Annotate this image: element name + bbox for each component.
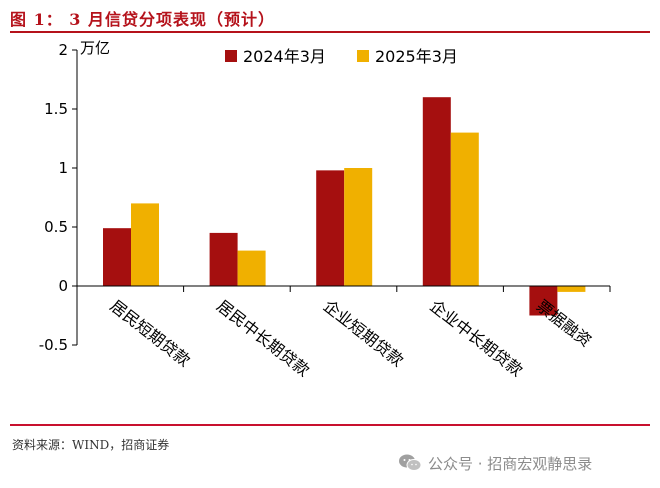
- watermark-text: 公众号 · 招商宏观静思录: [428, 454, 593, 473]
- legend-swatch-2: [357, 50, 369, 62]
- y-tick-label: -0.5: [39, 336, 68, 354]
- legend: 2024年3月 2025年3月: [225, 47, 458, 66]
- title-rule: [10, 31, 650, 33]
- x-tick-label: 居民短期贷款: [107, 296, 194, 370]
- bar-2024-2: [209, 232, 238, 286]
- bar-2025-2: [237, 250, 266, 286]
- figure-title: 图 1： 3 月信贷分项表现（预计）: [10, 10, 275, 29]
- bar-2025-5: [557, 286, 586, 292]
- y-tick-label: 0: [58, 277, 68, 295]
- y-tick-label: 1: [58, 159, 68, 177]
- y-tick-label: 0.5: [44, 218, 68, 236]
- x-ticks: [76, 286, 611, 292]
- x-tick-labels: 居民短期贷款 居民中长期贷款 企业短期贷款 企业中长期贷款 票据融资: [107, 296, 596, 380]
- y-axis-label: 万亿: [80, 39, 110, 57]
- wechat-icon: [399, 454, 422, 471]
- bar-2025-4: [450, 132, 479, 286]
- source-note: 资料来源：WIND，招商证券: [12, 438, 170, 452]
- y-ticks: -0.5 0 0.5 1 1.5 2: [39, 41, 77, 354]
- y-tick-label: 2: [58, 41, 68, 59]
- bar-chart: -0.5 0 0.5 1 1.5 2 万亿 居民短期贷款 居民中长期贷款 企业短期贷款 企业中长…: [39, 39, 611, 380]
- bar-2025-3: [344, 168, 373, 286]
- legend-label-1: 2024年3月: [243, 47, 326, 66]
- legend-swatch-1: [225, 50, 237, 62]
- bar-2024-4: [422, 97, 451, 286]
- x-tick-label: 企业中长期贷款: [426, 296, 526, 380]
- footer-rule: [10, 424, 650, 426]
- bar-2024-5: [529, 286, 558, 316]
- bar-2025-1: [131, 203, 159, 286]
- x-tick-label: 票据融资: [533, 296, 595, 350]
- legend-label-2: 2025年3月: [375, 47, 458, 66]
- bars: [103, 97, 586, 316]
- y-tick-label: 1.5: [44, 100, 68, 118]
- x-tick-label: 居民中长期贷款: [213, 296, 313, 380]
- bar-2024-1: [103, 228, 131, 286]
- bar-2024-3: [316, 170, 345, 286]
- x-tick-label: 企业短期贷款: [320, 296, 407, 370]
- watermark: 公众号 · 招商宏观静思录: [398, 450, 592, 476]
